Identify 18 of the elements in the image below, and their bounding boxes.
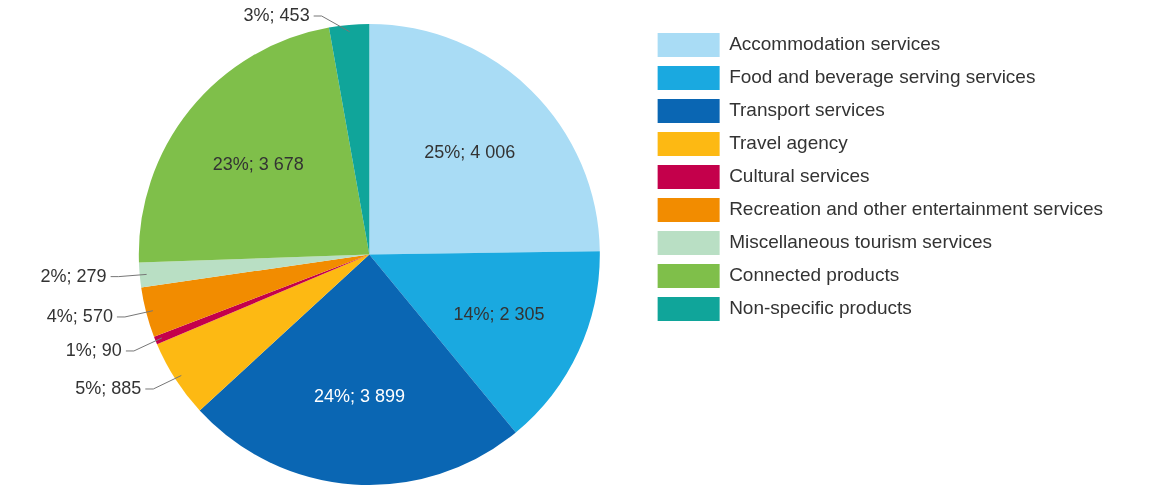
data-label: 1%; 90 xyxy=(65,339,122,360)
data-label: 2%; 279 xyxy=(40,265,107,286)
legend-label: Cultural services xyxy=(729,165,870,187)
data-label: 25%; 4 006 xyxy=(424,141,516,162)
legend-label: Recreation and other entertainment services xyxy=(729,198,1104,220)
data-label: 14%; 2 305 xyxy=(453,303,545,324)
data-label: 24%; 3 899 xyxy=(313,386,405,407)
legend-label: Accommodation services xyxy=(729,33,941,55)
data-label: 23%; 3 678 xyxy=(212,153,304,174)
legend-label: Travel agency xyxy=(729,132,849,154)
legend-label: Food and beverage serving services xyxy=(729,66,1036,88)
data-label: 4%; 570 xyxy=(46,305,113,326)
data-label: 3%; 453 xyxy=(243,4,310,25)
data-label: 5%; 885 xyxy=(75,377,142,398)
legend-label: Connected products xyxy=(729,264,900,286)
legend-label: Miscellaneous tourism services xyxy=(729,231,993,253)
legend-label: Transport services xyxy=(729,99,885,121)
legend-label: Non-specific products xyxy=(729,297,912,319)
